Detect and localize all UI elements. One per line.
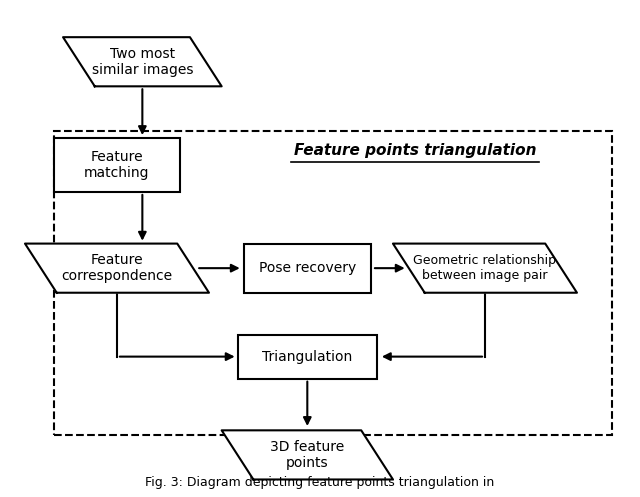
FancyBboxPatch shape bbox=[237, 334, 377, 379]
Text: Geometric relationship
between image pair: Geometric relationship between image pai… bbox=[413, 254, 556, 282]
Text: Two most
similar images: Two most similar images bbox=[92, 47, 193, 77]
Polygon shape bbox=[393, 244, 577, 293]
Text: Feature
correspondence: Feature correspondence bbox=[61, 253, 173, 283]
Polygon shape bbox=[63, 37, 221, 86]
Text: Fig. 3: Diagram depicting feature points triangulation in: Fig. 3: Diagram depicting feature points… bbox=[145, 476, 495, 490]
Text: Feature
matching: Feature matching bbox=[84, 150, 150, 180]
Text: Triangulation: Triangulation bbox=[262, 349, 353, 364]
Text: 3D feature
points: 3D feature points bbox=[270, 440, 344, 470]
Text: Pose recovery: Pose recovery bbox=[259, 261, 356, 275]
FancyBboxPatch shape bbox=[54, 138, 180, 192]
FancyBboxPatch shape bbox=[244, 244, 371, 293]
Polygon shape bbox=[25, 244, 209, 293]
Polygon shape bbox=[221, 430, 393, 480]
Text: Feature points triangulation: Feature points triangulation bbox=[294, 143, 536, 158]
